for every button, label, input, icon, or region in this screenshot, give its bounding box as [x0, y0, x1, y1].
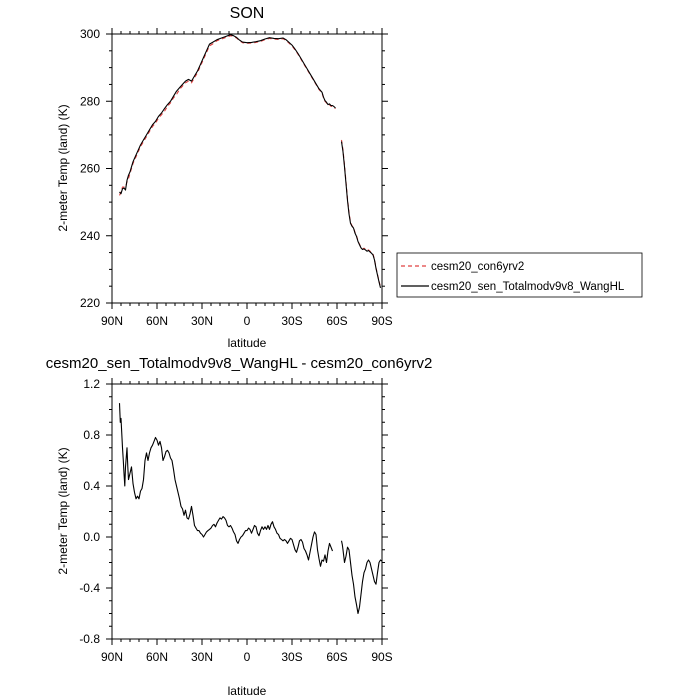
x-tick-label: 30S: [281, 314, 302, 328]
series-line-0: [340, 540, 383, 615]
series-line-1: [340, 141, 382, 289]
y-tick-label: 0.0: [83, 530, 100, 544]
y-tick-label: 1.2: [83, 377, 100, 391]
bottom-series-lines: [118, 403, 383, 615]
x-tick-label: 30N: [191, 650, 213, 664]
top-y-tick-labels: 220 240 260 280 300: [80, 27, 100, 310]
bottom-panel: cesm20_sen_Totalmodv9v8_WangHL - cesm20_…: [46, 355, 433, 698]
x-tick-label: 60N: [146, 314, 168, 328]
x-tick-label: 90S: [371, 314, 392, 328]
bottom-chart-title: cesm20_sen_Totalmodv9v8_WangHL - cesm20_…: [46, 355, 433, 372]
x-tick-label: 30S: [281, 650, 302, 664]
legend-label-con6yrv2: cesm20_con6yrv2: [431, 261, 524, 273]
y-tick-label: -0.8: [79, 632, 100, 646]
legend: cesm20_con6yrv2 cesm20_sen_Totalmodv9v8_…: [396, 252, 643, 298]
top-plot-frame: [111, 33, 383, 304]
bottom-x-tick-labels: 90N 60N 30N 0 30S 60S 90S: [101, 650, 393, 664]
legend-box: [396, 252, 643, 298]
y-tick-label: 260: [80, 162, 100, 176]
top-series-lines: [118, 34, 382, 289]
y-tick-label: 0.8: [83, 428, 100, 442]
series-line-0: [118, 403, 334, 567]
top-chart-title: SON: [230, 5, 265, 22]
x-tick-label: 30N: [191, 314, 213, 328]
x-tick-label: 60S: [326, 650, 347, 664]
bottom-plot-frame: [111, 383, 383, 640]
series-line-0: [118, 35, 336, 196]
top-x-axis-label: latitude: [228, 336, 267, 350]
x-tick-label: 60N: [146, 650, 168, 664]
x-tick-label: 90N: [101, 650, 123, 664]
bottom-x-axis-label: latitude: [228, 684, 267, 698]
bottom-tick-marks: [106, 378, 388, 645]
y-tick-label: 240: [80, 229, 100, 243]
bottom-y-axis-label: 2-meter Temp (land) (K): [56, 447, 70, 574]
y-tick-label: 300: [80, 27, 100, 41]
top-tick-marks: [106, 28, 388, 309]
x-tick-label: 90S: [371, 650, 392, 664]
x-tick-label: 0: [244, 650, 251, 664]
top-y-axis-label: 2-meter Temp (land) (K): [56, 104, 70, 231]
y-tick-label: -0.4: [79, 581, 100, 595]
top-x-tick-labels: 90N 60N 30N 0 30S 60S 90S: [101, 314, 393, 328]
series-line-0: [340, 139, 382, 288]
x-tick-label: 0: [244, 314, 251, 328]
x-tick-label: 90N: [101, 314, 123, 328]
y-tick-label: 220: [80, 296, 100, 310]
series-line-1: [119, 34, 336, 195]
legend-label-sen: cesm20_sen_Totalmodv9v8_WangHL: [431, 281, 625, 293]
bottom-y-tick-labels: -0.8 -0.4 0.0 0.4 0.8 1.2: [79, 377, 100, 646]
y-tick-label: 280: [80, 94, 100, 108]
x-tick-label: 60S: [326, 314, 347, 328]
top-panel: SON 90N 60N 30N 0 30S 60S 90S 220240260280300 …: [56, 5, 393, 350]
y-tick-label: 0.4: [83, 479, 100, 493]
